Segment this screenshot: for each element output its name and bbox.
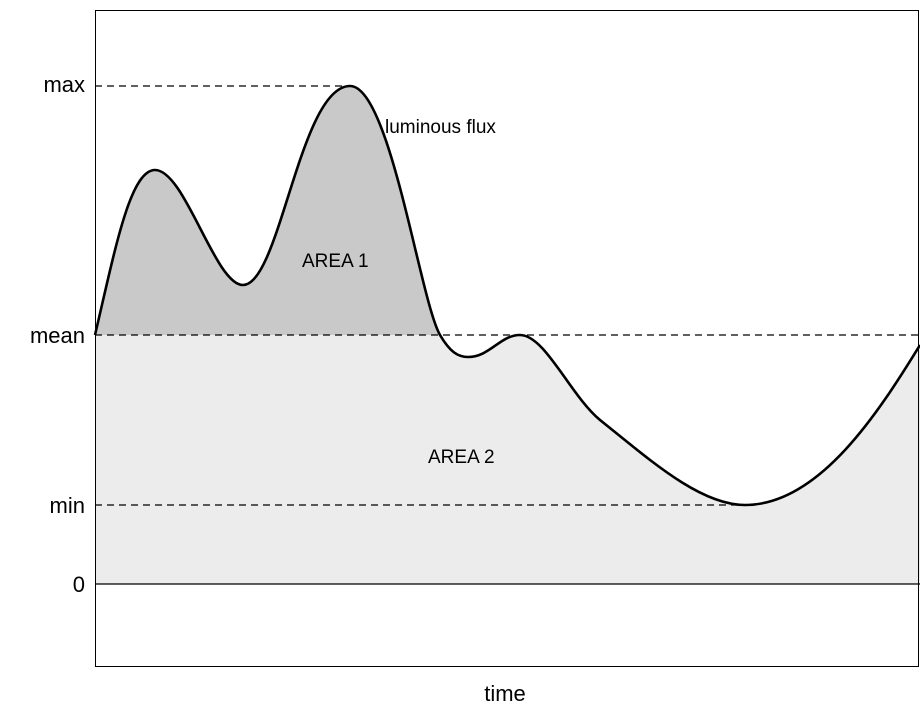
x-label: time: [484, 681, 526, 706]
label-mean: mean: [30, 323, 85, 348]
curve-label: luminous flux: [385, 117, 496, 138]
frame: [95, 10, 919, 667]
label-zero: 0: [73, 572, 85, 597]
area1-label: AREA 1: [302, 251, 369, 272]
area2-label: AREA 2: [428, 447, 495, 468]
label-max: max: [43, 72, 85, 97]
area-1: [95, 86, 440, 335]
label-min: min: [50, 493, 85, 518]
flux-curve: [93, 84, 920, 507]
